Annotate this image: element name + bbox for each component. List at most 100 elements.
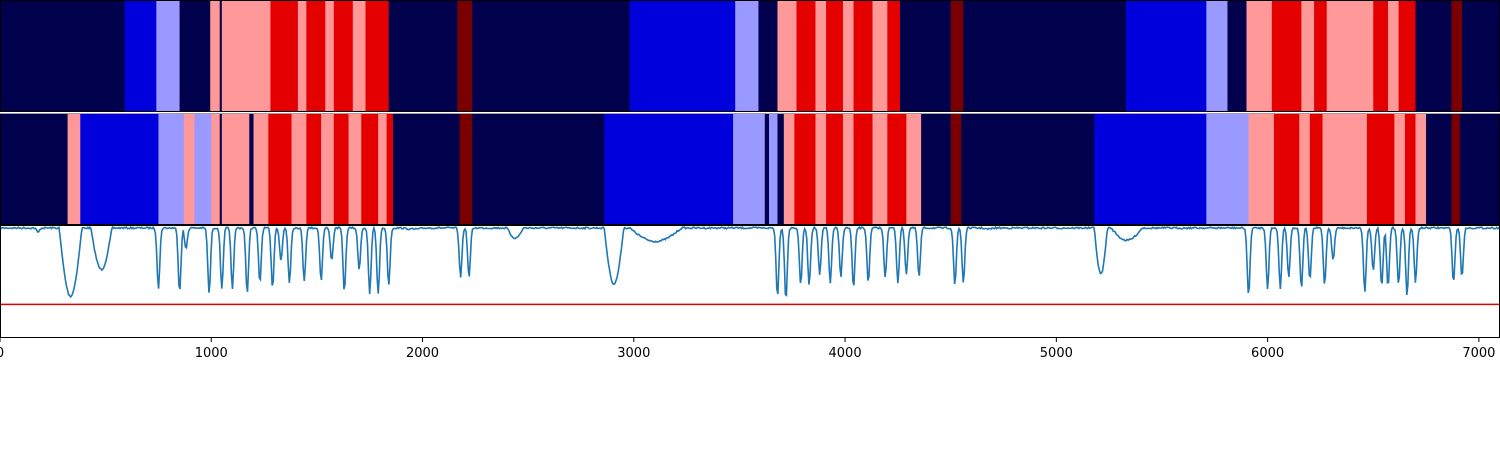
- x-tick-label-2000: 2000: [406, 346, 439, 361]
- segment-top-21: [796, 1, 816, 112]
- segment-middle-5: [194, 114, 212, 225]
- segment-top-24: [842, 1, 854, 112]
- x-tick-label-4000: 4000: [829, 346, 862, 361]
- segment-top-11: [333, 1, 354, 112]
- segment-middle-47: [1328, 114, 1368, 225]
- segment-middle-21: [459, 114, 473, 225]
- segment-top-16: [472, 1, 630, 112]
- segment-middle-15: [333, 114, 349, 225]
- segment-top-27: [887, 1, 901, 112]
- segment-top-12: [352, 1, 366, 112]
- segment-middle-23: [604, 114, 734, 225]
- segment-top-19: [758, 1, 778, 112]
- segment-middle-52: [1426, 114, 1452, 225]
- x-tick-label-7000: 7000: [1462, 346, 1495, 361]
- segment-middle-25: [764, 114, 770, 225]
- segment-middle-18: [378, 114, 387, 225]
- segment-middle-37: [921, 114, 952, 225]
- segment-middle-44: [1299, 114, 1311, 225]
- segment-top-31: [1126, 1, 1207, 112]
- segment-middle-51: [1415, 114, 1427, 225]
- segment-middle-34: [872, 114, 888, 225]
- segment-top-26: [872, 1, 888, 112]
- x-tick-label-6000: 6000: [1251, 346, 1284, 361]
- segment-top-0: [0, 1, 125, 112]
- segment-middle-40: [1094, 114, 1207, 225]
- segment-top-39: [1373, 1, 1389, 112]
- segment-middle-27: [777, 114, 785, 225]
- segment-middle-7: [219, 114, 223, 225]
- segment-top-41: [1398, 1, 1416, 112]
- segment-top-7: [270, 1, 299, 112]
- segment-top-25: [853, 1, 873, 112]
- segment-top-43: [1451, 1, 1463, 112]
- segment-top-33: [1227, 1, 1247, 112]
- segment-middle-9: [249, 114, 254, 225]
- segment-middle-3: [158, 114, 185, 225]
- segment-middle-29: [794, 114, 816, 225]
- segment-middle-16: [348, 114, 362, 225]
- segment-top-42: [1415, 1, 1452, 112]
- segment-middle-14: [321, 114, 335, 225]
- segment-top-5: [219, 1, 223, 112]
- segment-top-29: [950, 1, 964, 112]
- segment-middle-1: [67, 114, 81, 225]
- x-tick-label-0: 0: [0, 346, 4, 361]
- segment-middle-36: [906, 114, 922, 225]
- segment-top-14: [388, 1, 458, 112]
- segment-middle-20: [392, 114, 460, 225]
- segment-middle-4: [183, 114, 195, 225]
- segment-middle-50: [1404, 114, 1416, 225]
- segment-middle-33: [853, 114, 873, 225]
- segment-top-38: [1326, 1, 1374, 112]
- segment-top-32: [1206, 1, 1228, 112]
- segment-middle-46: [1322, 114, 1330, 225]
- segment-top-22: [815, 1, 827, 112]
- segmentation-track-middle: [0, 114, 1500, 225]
- segmentation-track-top: [0, 1, 1500, 112]
- segment-middle-12: [291, 114, 307, 225]
- segment-middle-45: [1309, 114, 1323, 225]
- x-axis: 0 1000 2000 3000 4000 5000 6000 7000: [0, 338, 1495, 361]
- segment-top-3: [179, 1, 211, 112]
- segment-middle-49: [1394, 114, 1406, 225]
- segment-top-28: [900, 1, 952, 112]
- segment-top-2: [156, 1, 180, 112]
- segment-middle-2: [80, 114, 159, 225]
- segment-top-36: [1301, 1, 1315, 112]
- segment-middle-41: [1206, 114, 1249, 225]
- segment-middle-54: [1459, 114, 1500, 225]
- segment-top-4: [210, 1, 221, 112]
- segment-top-23: [826, 1, 844, 112]
- segment-top-8: [297, 1, 307, 112]
- signal-panel: [0, 224, 1500, 338]
- segment-top-30: [963, 1, 1127, 112]
- segment-middle-8: [221, 114, 250, 225]
- signal-panel-background: [0, 226, 1500, 338]
- segment-top-1: [124, 1, 157, 112]
- x-tick-label-1000: 1000: [195, 346, 228, 361]
- signal-line: [0, 224, 1500, 299]
- segment-top-44: [1461, 1, 1500, 112]
- segment-middle-28: [783, 114, 795, 225]
- segment-top-37: [1314, 1, 1328, 112]
- segment-top-9: [306, 1, 326, 112]
- segment-top-15: [457, 1, 473, 112]
- segment-middle-38: [950, 114, 962, 225]
- segment-middle-26: [769, 114, 778, 225]
- segment-middle-43: [1273, 114, 1300, 225]
- segment-top-10: [325, 1, 335, 112]
- segment-middle-13: [306, 114, 322, 225]
- segment-middle-30: [815, 114, 827, 225]
- segment-middle-17: [361, 114, 379, 225]
- segment-top-35: [1271, 1, 1302, 112]
- segment-middle-11: [268, 114, 292, 225]
- segment-middle-42: [1248, 114, 1275, 225]
- segment-top-20: [777, 1, 797, 112]
- segment-middle-31: [826, 114, 844, 225]
- segment-middle-53: [1451, 114, 1461, 225]
- segment-middle-0: [0, 114, 68, 225]
- segment-middle-22: [472, 114, 605, 225]
- segment-middle-39: [961, 114, 1095, 225]
